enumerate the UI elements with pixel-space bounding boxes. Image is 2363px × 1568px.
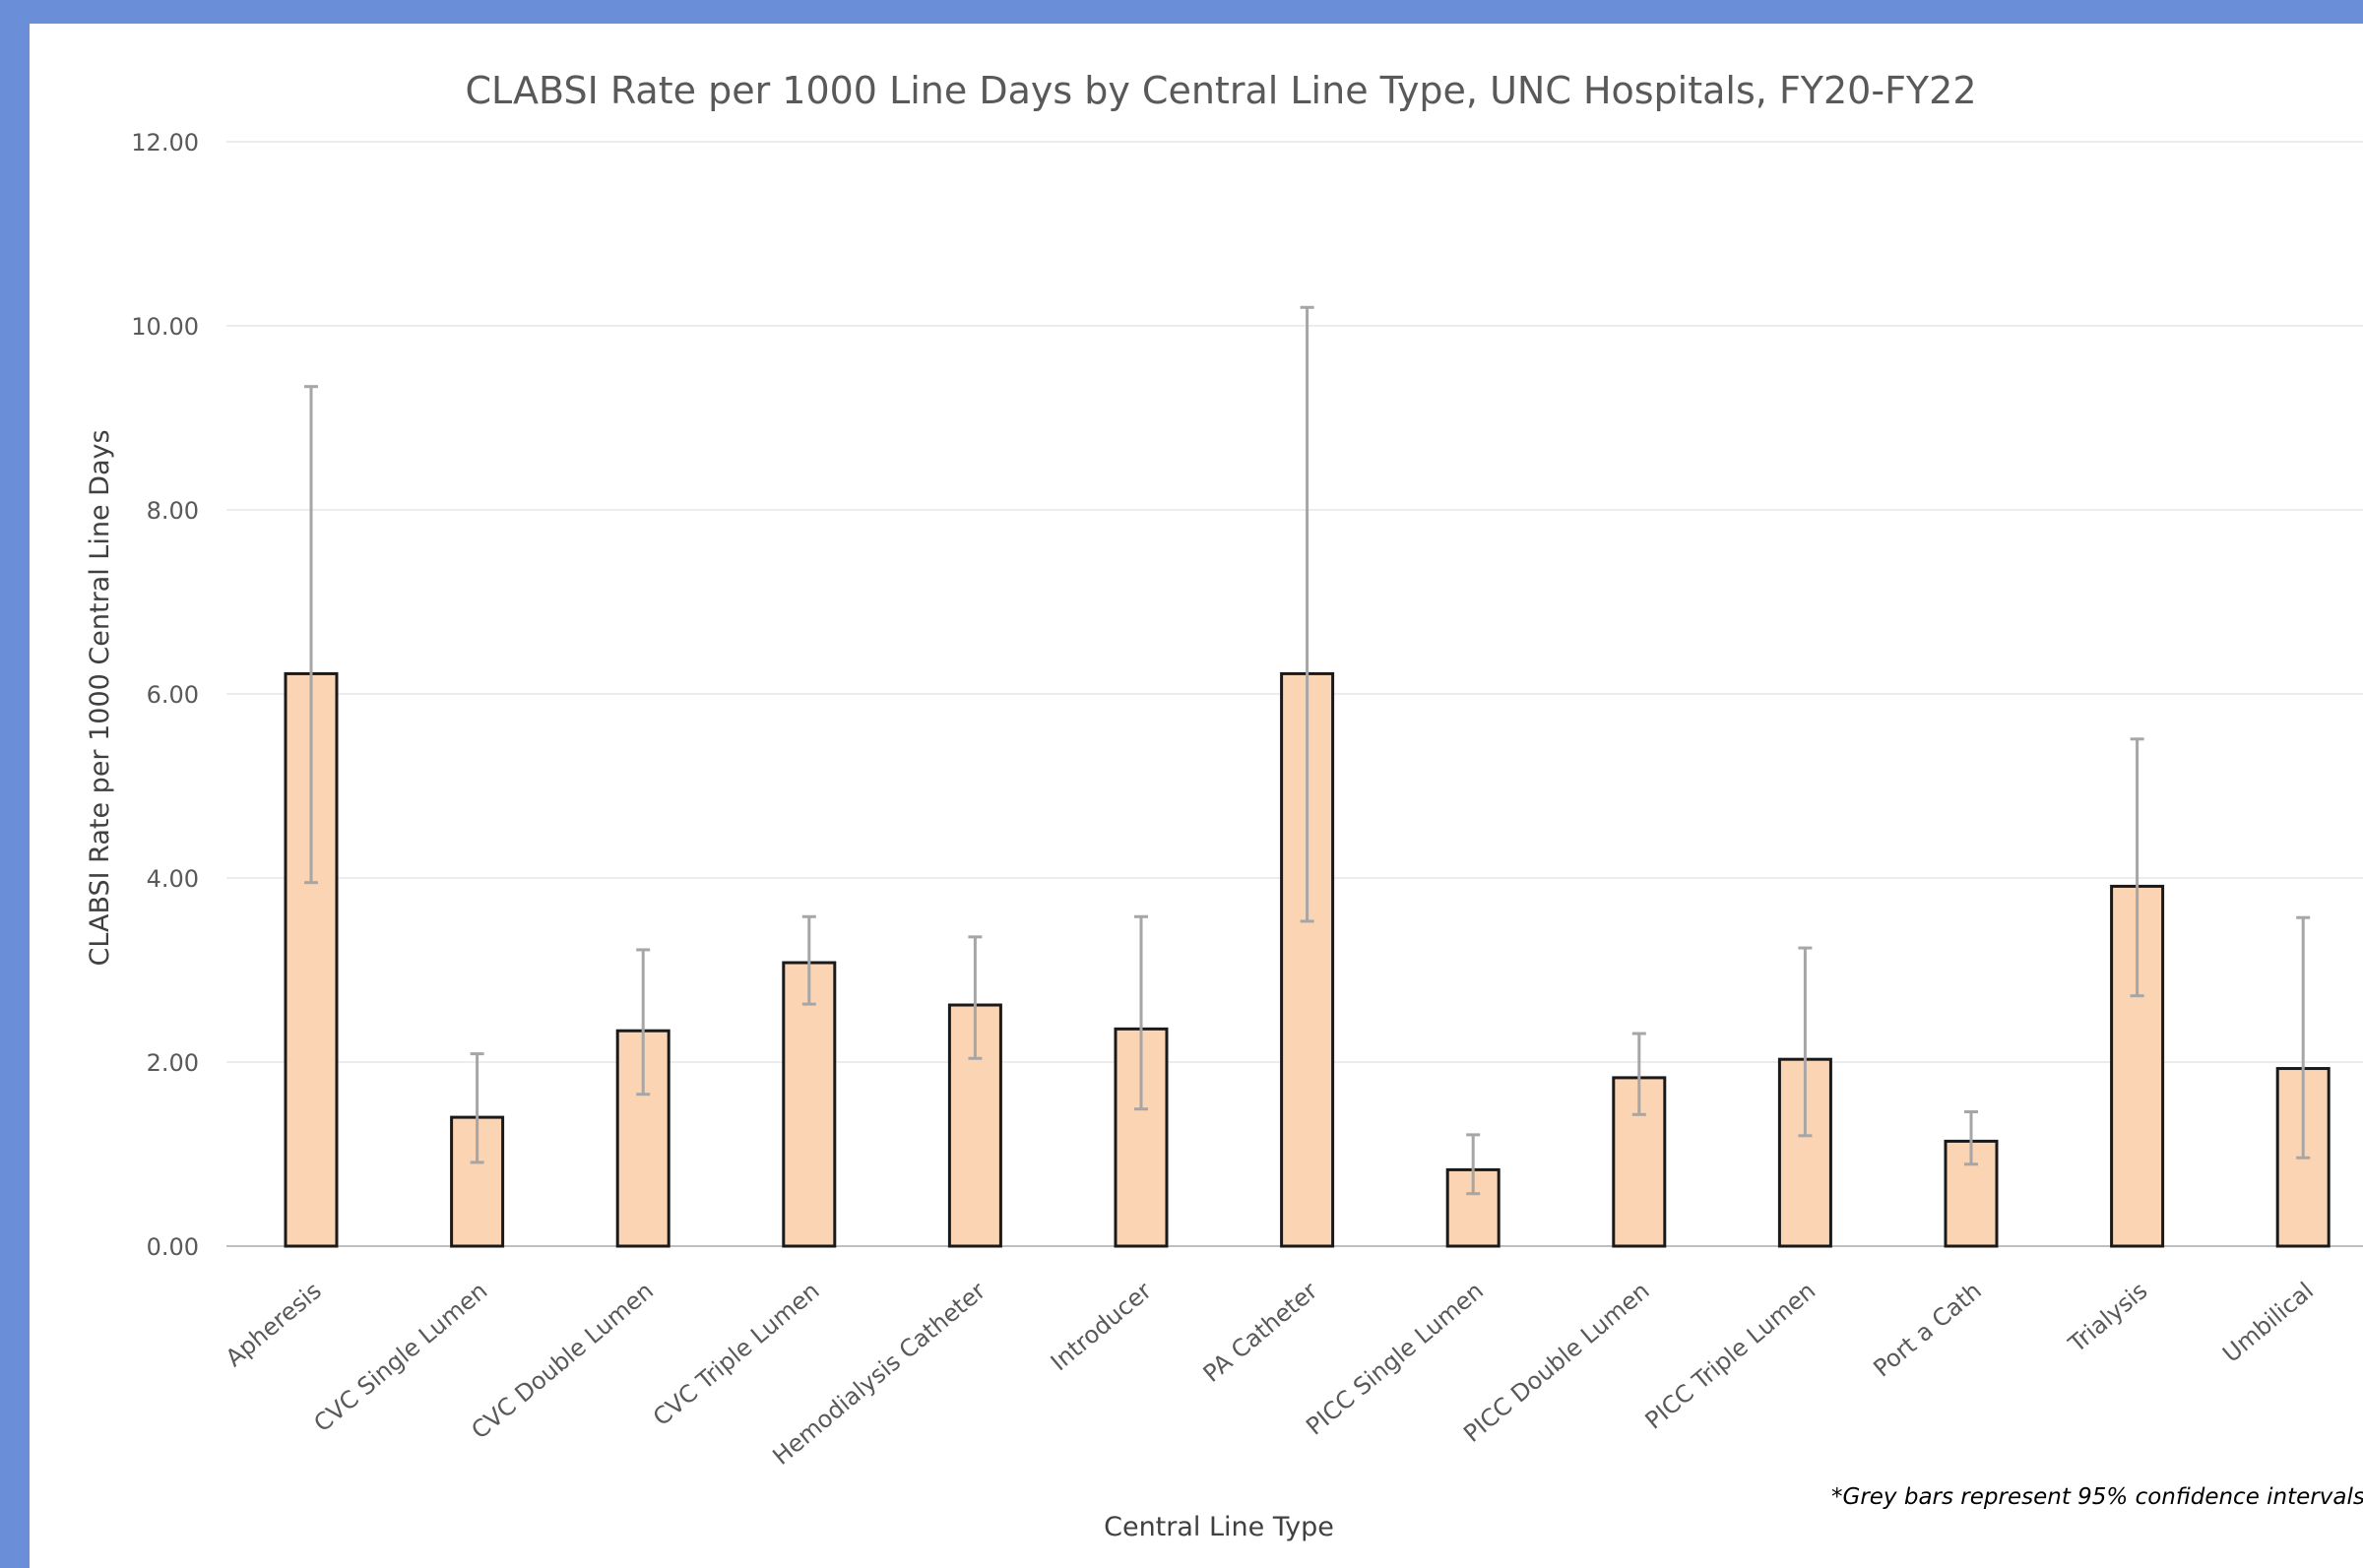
- error-bar: [2296, 915, 2311, 1160]
- x-tick-label: PICC Single Lumen: [1301, 1277, 1489, 1440]
- bar: [782, 961, 837, 1248]
- error-bars: [304, 305, 2311, 1196]
- error-bar: [1964, 1109, 1978, 1166]
- x-tick-label: Umbilical: [2217, 1277, 2319, 1368]
- error-bar: [1798, 946, 1813, 1138]
- y-axis-ticks: 0.00 2.00 4.00 6.00 8.00 10.00 12.00: [131, 129, 199, 1261]
- error-bar: [636, 948, 651, 1097]
- error-bar: [1466, 1133, 1481, 1196]
- y-tick-label: 10.00: [131, 313, 199, 341]
- error-bar: [801, 914, 816, 1006]
- error-bar: [1631, 1032, 1646, 1116]
- error-bar: [1134, 914, 1148, 1111]
- x-tick-label: CVC Double Lumen: [467, 1277, 660, 1444]
- x-axis-title: Central Line Type: [1104, 1512, 1334, 1542]
- y-tick-label: 12.00: [131, 129, 199, 157]
- error-bar: [304, 385, 318, 885]
- x-tick-label: PICC Double Lumen: [1458, 1277, 1654, 1448]
- y-tick-label: 6.00: [147, 681, 199, 709]
- chart-title: CLABSI Rate per 1000 Line Days by Centra…: [465, 69, 1976, 112]
- error-bar: [968, 935, 983, 1060]
- x-tick-label: Apheresis: [221, 1277, 327, 1372]
- y-axis-title: CLABSI Rate per 1000 Central Line Days: [85, 429, 115, 966]
- error-bar: [1300, 305, 1314, 923]
- x-tick-label: CVC Triple Lumen: [648, 1277, 825, 1431]
- error-bar: [470, 1052, 484, 1164]
- bar: [1280, 671, 1335, 1248]
- chart: CLABSI Rate per 1000 Line Days by Centra…: [85, 69, 2363, 1542]
- y-tick-label: 2.00: [147, 1049, 199, 1077]
- error-bar: [2130, 737, 2144, 998]
- x-tick-label: PA Catheter: [1198, 1277, 1323, 1388]
- x-tick-label: CVC Single Lumen: [309, 1277, 493, 1437]
- footnote: *Grey bars represent 95% confidence inte…: [1831, 1484, 2363, 1510]
- y-tick-label: 4.00: [147, 865, 199, 893]
- x-tick-label: PICC Triple Lumen: [1640, 1277, 1821, 1434]
- chart-card: CLABSI Rate per 1000 Line Days by Centra…: [30, 24, 2363, 1568]
- bar: [1445, 1167, 1501, 1248]
- y-tick-label: 8.00: [147, 497, 199, 525]
- y-tick-label: 0.00: [147, 1233, 199, 1261]
- x-tick-label: Trialysis: [2063, 1277, 2152, 1358]
- x-tick-label: Port a Cath: [1868, 1277, 1986, 1382]
- x-tick-label: Introducer: [1046, 1277, 1157, 1376]
